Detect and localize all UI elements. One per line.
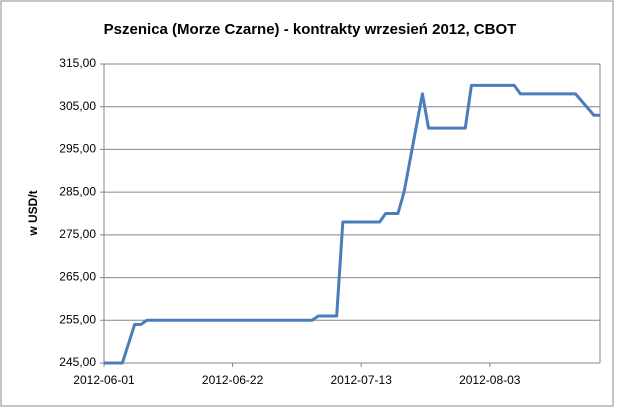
chart-frame: [0, 0, 614, 407]
y-tick-label: 255,00: [59, 312, 96, 326]
y-tick-label: 295,00: [59, 142, 96, 156]
y-axis-label: w USD/t: [26, 190, 40, 236]
x-tick-label: 2012-08-03: [459, 373, 521, 387]
series-line: [104, 83, 600, 365]
x-tick-label: 2012-06-22: [202, 373, 264, 387]
y-tick-label: 265,00: [59, 270, 96, 284]
y-tick-label: 305,00: [59, 99, 96, 113]
y-tick-label: 245,00: [59, 355, 96, 369]
x-tick-label: 2012-07-13: [330, 373, 392, 387]
y-tick-label: 275,00: [59, 227, 96, 241]
x-tick-label: 2012-06-01: [73, 373, 135, 387]
y-tick-label: 285,00: [59, 184, 96, 198]
y-tick-label: 315,00: [59, 56, 96, 70]
chart-title: Pszenica (Morze Czarne) - kontrakty wrze…: [104, 21, 517, 38]
